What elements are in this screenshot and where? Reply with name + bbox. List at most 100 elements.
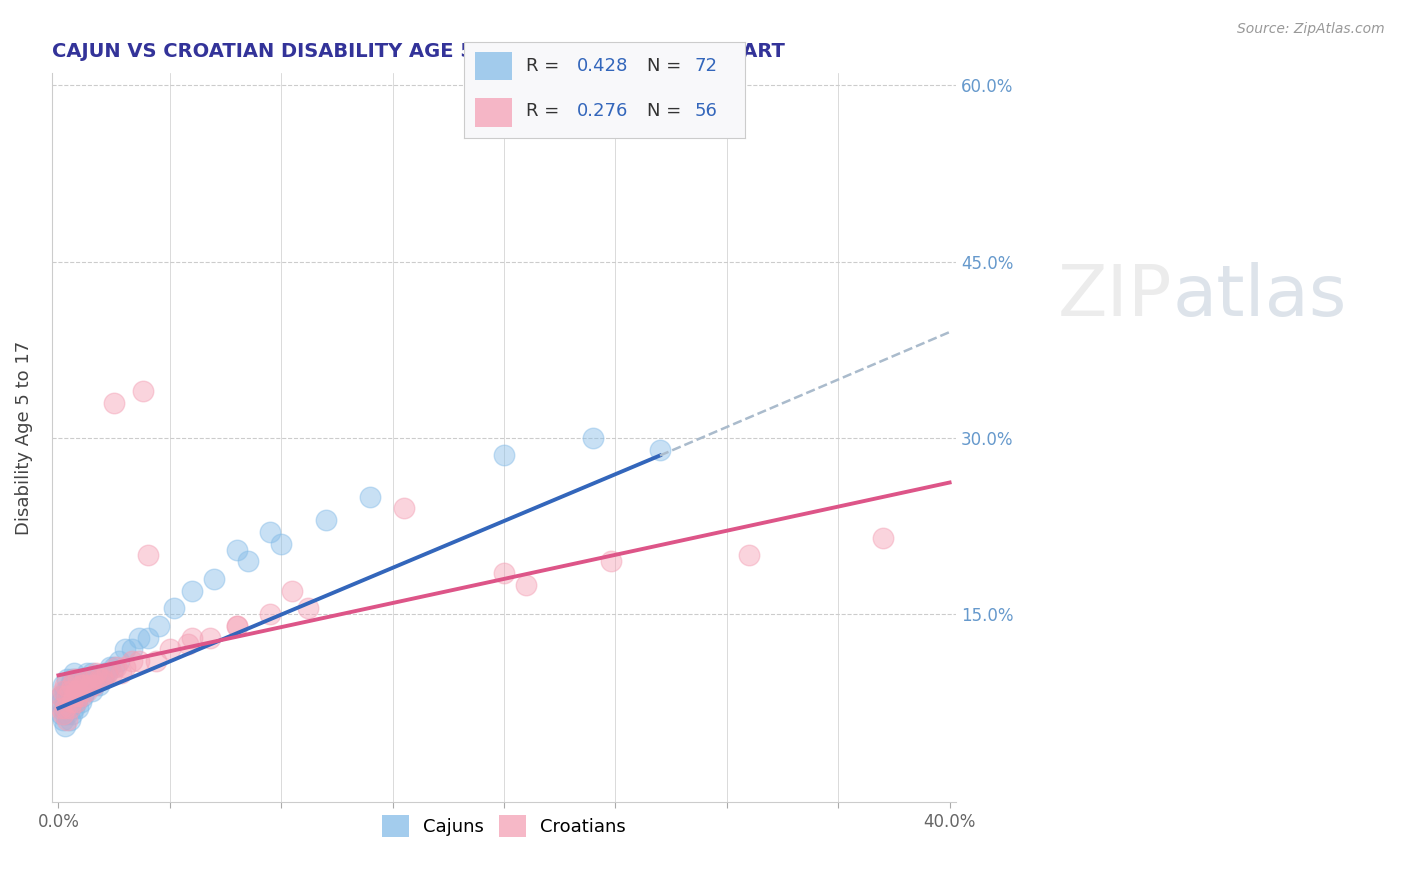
Text: 56: 56 xyxy=(695,103,717,120)
Point xyxy=(176,636,198,650)
Point xyxy=(52,678,75,692)
Legend: Cajuns, Croatians: Cajuns, Croatians xyxy=(375,808,633,844)
Point xyxy=(105,660,128,674)
Point xyxy=(225,619,247,633)
Point xyxy=(202,572,225,586)
Point xyxy=(60,707,83,722)
Point xyxy=(67,690,90,704)
Point xyxy=(738,549,761,563)
Point xyxy=(72,672,94,686)
Point xyxy=(58,683,80,698)
Point xyxy=(72,690,94,704)
Point xyxy=(52,707,75,722)
Point xyxy=(79,678,101,692)
Point xyxy=(80,683,103,698)
Point xyxy=(87,678,110,692)
Point xyxy=(600,554,623,568)
Text: R =: R = xyxy=(526,103,565,120)
Point xyxy=(67,690,90,704)
Point xyxy=(648,442,671,457)
Point xyxy=(69,695,91,709)
Point xyxy=(136,631,159,645)
Point xyxy=(60,695,83,709)
Point xyxy=(114,642,136,657)
Text: 0.276: 0.276 xyxy=(576,103,628,120)
Point xyxy=(145,654,167,668)
Point xyxy=(67,672,90,686)
Point xyxy=(53,678,76,692)
Point xyxy=(181,583,204,598)
Text: R =: R = xyxy=(526,57,565,75)
Text: 0.428: 0.428 xyxy=(576,57,628,75)
Point xyxy=(58,690,80,704)
Point xyxy=(49,701,72,715)
Point xyxy=(110,665,132,680)
Point xyxy=(582,431,605,445)
Point xyxy=(96,665,118,680)
Point xyxy=(132,384,155,398)
Point xyxy=(76,678,98,692)
Point xyxy=(128,631,150,645)
Point xyxy=(49,707,72,722)
Point xyxy=(515,578,537,592)
Point xyxy=(136,549,159,563)
Point xyxy=(63,665,86,680)
Point xyxy=(67,678,90,692)
Point xyxy=(53,701,76,715)
Point xyxy=(58,678,80,692)
Point xyxy=(148,619,170,633)
Point xyxy=(65,683,87,698)
Point xyxy=(56,707,79,722)
Point xyxy=(56,672,79,686)
Point xyxy=(60,678,83,692)
Point xyxy=(90,672,112,686)
Point xyxy=(58,701,80,715)
Point xyxy=(65,695,87,709)
Point xyxy=(94,665,117,680)
Point xyxy=(76,665,98,680)
Point xyxy=(56,690,79,704)
Point xyxy=(297,601,319,615)
Point xyxy=(65,683,87,698)
Point xyxy=(79,678,101,692)
FancyBboxPatch shape xyxy=(475,98,512,127)
Point xyxy=(91,672,114,686)
Point xyxy=(128,654,150,668)
Point xyxy=(49,695,72,709)
Point xyxy=(87,672,110,686)
Point xyxy=(103,660,125,674)
Point xyxy=(90,672,112,686)
Text: N =: N = xyxy=(647,57,686,75)
Point xyxy=(270,536,292,550)
Point xyxy=(63,690,86,704)
Point xyxy=(91,672,114,686)
Point xyxy=(121,642,143,657)
Point xyxy=(69,672,91,686)
Point xyxy=(52,713,75,727)
Point xyxy=(315,513,337,527)
Point xyxy=(492,566,515,580)
Point xyxy=(225,619,247,633)
Point xyxy=(49,690,72,704)
Point xyxy=(69,690,91,704)
Point xyxy=(80,665,103,680)
Point xyxy=(75,672,97,686)
Point xyxy=(75,683,97,698)
Point xyxy=(60,672,83,686)
Point xyxy=(159,642,181,657)
Point xyxy=(181,631,204,645)
Point xyxy=(63,678,86,692)
Point xyxy=(67,701,90,715)
Point xyxy=(84,665,107,680)
Point xyxy=(281,583,304,598)
Point xyxy=(83,678,105,692)
Text: CAJUN VS CROATIAN DISABILITY AGE 5 TO 17 CORRELATION CHART: CAJUN VS CROATIAN DISABILITY AGE 5 TO 17… xyxy=(52,42,785,61)
Point xyxy=(872,531,894,545)
Point xyxy=(53,683,76,698)
Point xyxy=(65,672,87,686)
Text: 72: 72 xyxy=(695,57,717,75)
Point xyxy=(492,449,515,463)
FancyBboxPatch shape xyxy=(475,52,512,80)
Point xyxy=(69,683,91,698)
Point xyxy=(56,683,79,698)
